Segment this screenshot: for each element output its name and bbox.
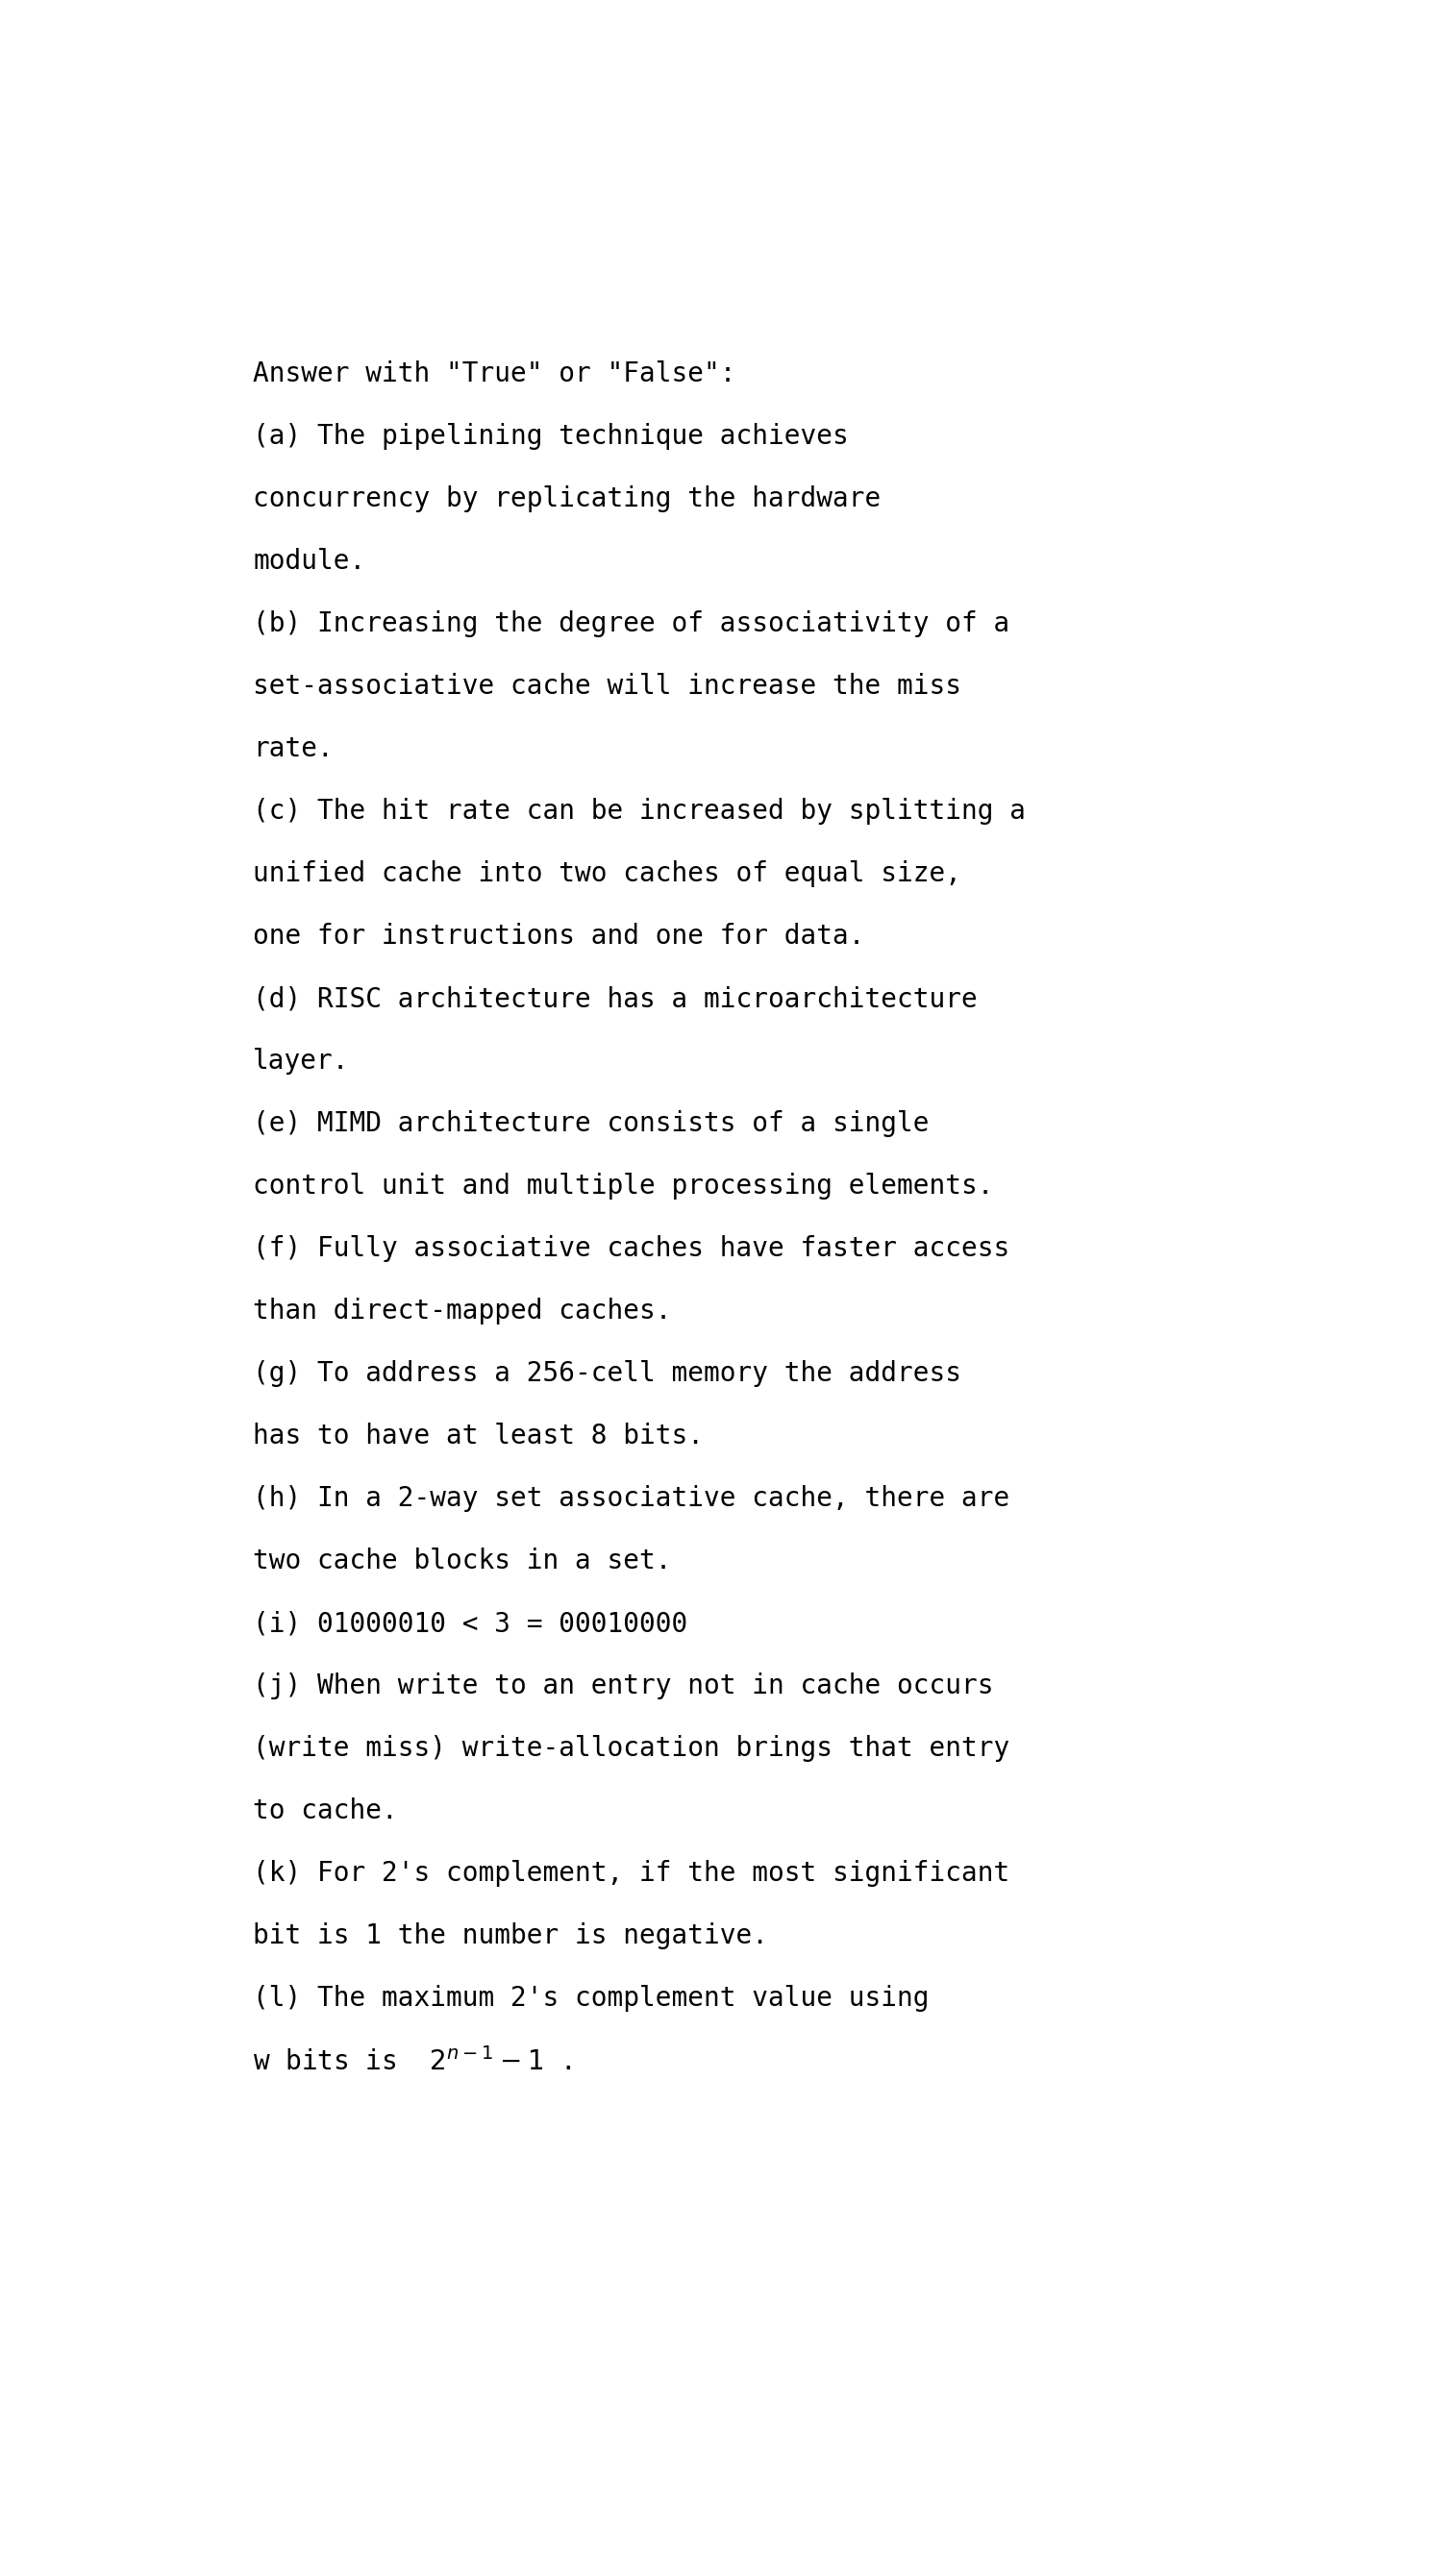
Text: (f) Fully associative caches have faster access: (f) Fully associative caches have faster… [252, 1236, 1009, 1262]
Text: (g) To address a 256-cell memory the address: (g) To address a 256-cell memory the add… [252, 1360, 962, 1388]
Text: w bits is  $2^{n-1} - 1$ .: w bits is $2^{n-1} - 1$ . [252, 2048, 571, 2076]
Text: layer.: layer. [252, 1048, 349, 1074]
Text: control unit and multiple processing elements.: control unit and multiple processing ele… [252, 1172, 994, 1200]
Text: than direct-mapped caches.: than direct-mapped caches. [252, 1298, 672, 1324]
Text: module.: module. [252, 549, 366, 574]
Text: has to have at least 8 bits.: has to have at least 8 bits. [252, 1422, 704, 1450]
Text: two cache blocks in a set.: two cache blocks in a set. [252, 1548, 672, 1574]
Text: (write miss) write-allocation brings that entry: (write miss) write-allocation brings tha… [252, 1736, 1009, 1762]
Text: (l) The maximum 2's complement value using: (l) The maximum 2's complement value usi… [252, 1986, 929, 2012]
Text: rate.: rate. [252, 737, 333, 762]
Text: (h) In a 2-way set associative cache, there are: (h) In a 2-way set associative cache, th… [252, 1486, 1009, 1512]
Text: one for instructions and one for data.: one for instructions and one for data. [252, 922, 865, 951]
Text: (i) 01000010 < 3 = 00010000: (i) 01000010 < 3 = 00010000 [252, 1610, 688, 1638]
Text: (a) The pipelining technique achieves: (a) The pipelining technique achieves [252, 422, 849, 451]
Text: (e) MIMD architecture consists of a single: (e) MIMD architecture consists of a sing… [252, 1110, 929, 1139]
Text: (c) The hit rate can be increased by splitting a: (c) The hit rate can be increased by spl… [252, 799, 1025, 824]
Text: concurrency by replicating the hardware: concurrency by replicating the hardware [252, 487, 881, 513]
Text: unified cache into two caches of equal size,: unified cache into two caches of equal s… [252, 860, 962, 889]
Text: (b) Increasing the degree of associativity of a: (b) Increasing the degree of associativi… [252, 611, 1009, 636]
Text: Answer with "True" or "False":: Answer with "True" or "False": [252, 361, 735, 386]
Text: (d) RISC architecture has a microarchitecture: (d) RISC architecture has a microarchite… [252, 987, 978, 1012]
Text: bit is 1 the number is negative.: bit is 1 the number is negative. [252, 1922, 769, 1950]
Text: set-associative cache will increase the miss: set-associative cache will increase the … [252, 672, 962, 701]
Text: (k) For 2's complement, if the most significant: (k) For 2's complement, if the most sign… [252, 1860, 1009, 1888]
Text: (j) When write to an entry not in cache occurs: (j) When write to an entry not in cache … [252, 1672, 994, 1700]
Text: to cache.: to cache. [252, 1798, 398, 1824]
